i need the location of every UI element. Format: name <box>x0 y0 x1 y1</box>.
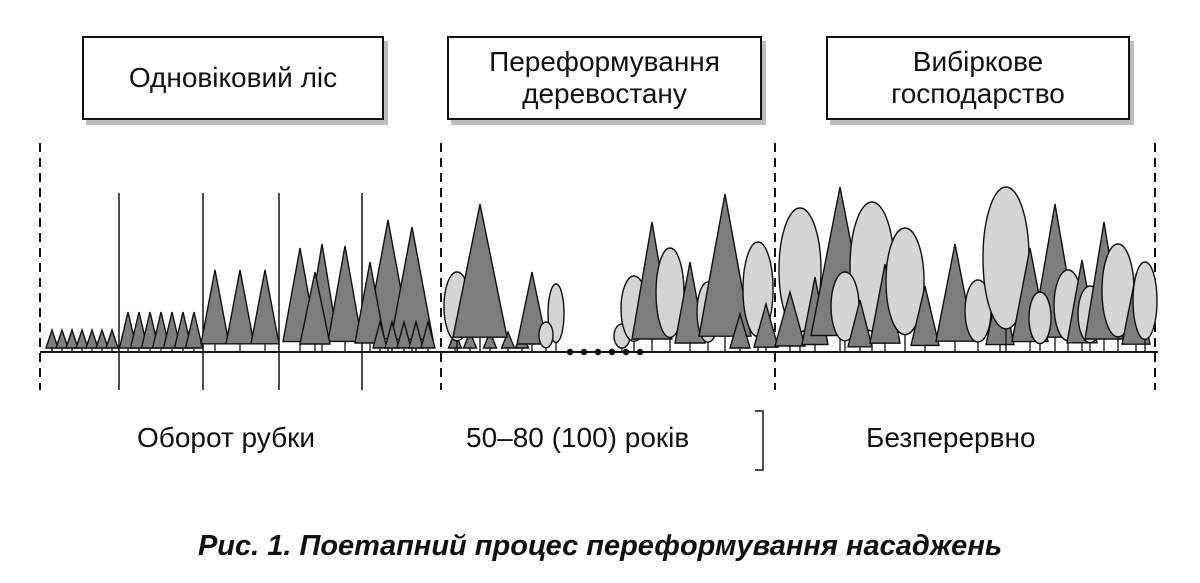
conifer-tree <box>420 319 436 349</box>
conifer-tree <box>462 330 478 349</box>
conifer-tree <box>65 327 79 349</box>
deciduous-tree <box>1028 291 1052 345</box>
tree-silhouettes <box>45 186 1158 356</box>
conifer-tree <box>729 311 751 349</box>
conifer-tree <box>184 311 204 349</box>
conifer-tree <box>85 327 99 349</box>
stage-box-stand-transformation: Переформування деревостану <box>447 36 762 120</box>
conifer-tree <box>299 271 331 345</box>
conifer-tree <box>250 269 280 345</box>
conifer-tree <box>45 327 59 349</box>
conifer-tree <box>354 261 386 344</box>
conifer-tree <box>452 203 508 338</box>
conifer-tree <box>396 319 412 349</box>
conifer-tree <box>935 243 975 342</box>
stage-box-selection-management: Вибіркове господарство <box>826 36 1130 120</box>
conifer-tree <box>516 271 548 345</box>
conifer-tree <box>384 319 400 349</box>
conifer-tree <box>774 289 806 347</box>
deciduous-tree <box>885 227 925 336</box>
conifer-tree <box>75 327 89 349</box>
conifer-tree <box>200 269 230 345</box>
conifer-tree <box>225 269 255 345</box>
conifer-tree <box>500 330 516 349</box>
conifer-tree <box>847 299 873 348</box>
conifer-tree <box>95 327 109 349</box>
period-label-years: 50–80 (100) років <box>466 422 690 453</box>
stage-dividers <box>39 143 1156 390</box>
stage-box-even-aged-forest: Одновіковий ліс <box>82 36 384 120</box>
conifer-tree <box>372 319 388 349</box>
stage-label: Переформування деревостану <box>489 45 720 109</box>
conifer-tree <box>105 327 119 349</box>
conifer-tree <box>327 245 363 343</box>
deciduous-tree <box>538 321 554 349</box>
conifer-tree <box>910 285 940 347</box>
conifer-tree <box>698 193 752 337</box>
conifer-tree <box>55 327 69 349</box>
period-label-continuous: Безперервно <box>866 422 1036 453</box>
conifer-tree <box>753 301 779 348</box>
figure-caption: Рис. 1. Поетапний процес переформування … <box>197 530 1003 562</box>
conifer-tree <box>408 319 424 349</box>
deciduous-tree <box>1132 261 1158 341</box>
period-label-rotation: Оборот рубки <box>137 422 316 453</box>
stage-label: Одновіковий ліс <box>128 61 338 93</box>
conifer-tree <box>482 330 498 349</box>
stage-label: Вибіркове господарство <box>891 45 1065 109</box>
period-bracket <box>755 410 764 471</box>
